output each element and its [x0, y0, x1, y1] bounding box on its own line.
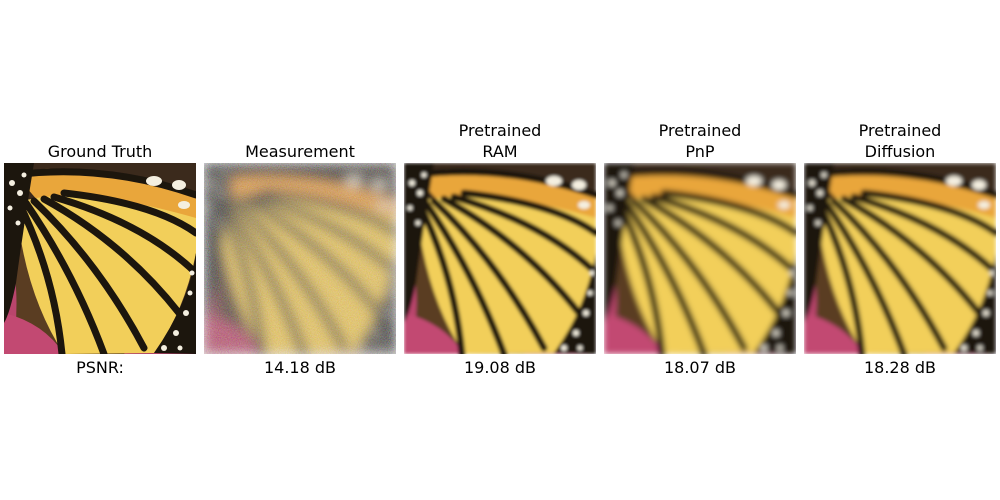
panel-title-line: Ground Truth: [47, 142, 153, 161]
panel-title: Measurement: [184, 120, 416, 162]
panel-title-line: Pretrained: [458, 121, 542, 140]
panel-pretrained-pnp: Pretrained PnP 18.07 dB: [604, 0, 796, 500]
panel-title-line: PnP: [685, 142, 715, 161]
psnr-value: 19.08 dB: [463, 358, 537, 377]
panel-measurement: Measurement 14.18 dB: [204, 0, 396, 500]
ram-reconstruction-image: [404, 163, 596, 354]
panel-title-line: Measurement: [245, 142, 355, 161]
panel-title-line: RAM: [482, 142, 518, 161]
panel-pretrained-ram: Pretrained RAM 19.08 dB: [404, 0, 596, 500]
panel-pretrained-diffusion: Pretrained Diffusion 18.28 dB: [804, 0, 996, 500]
psnr-value: 18.07 dB: [663, 358, 737, 377]
psnr-value: 18.28 dB: [863, 358, 937, 377]
panel-title: Pretrained PnP: [584, 120, 816, 162]
panel-title: Ground Truth: [0, 120, 216, 162]
diffusion-reconstruction-image: [804, 163, 996, 354]
psnr-label: PSNR:: [76, 358, 124, 377]
panel-title-line: Pretrained: [858, 121, 942, 140]
panel-title: Pretrained RAM: [384, 120, 616, 162]
pnp-reconstruction-image: [604, 163, 796, 354]
psnr-value: 14.18 dB: [263, 358, 337, 377]
measurement-image: [204, 163, 396, 354]
panel-ground-truth: Ground Truth PSNR:: [4, 0, 196, 500]
panel-title-line: Diffusion: [864, 142, 936, 161]
ground-truth-image: [4, 163, 196, 354]
panel-title-line: Pretrained: [658, 121, 742, 140]
panel-title: Pretrained Diffusion: [784, 120, 1000, 162]
